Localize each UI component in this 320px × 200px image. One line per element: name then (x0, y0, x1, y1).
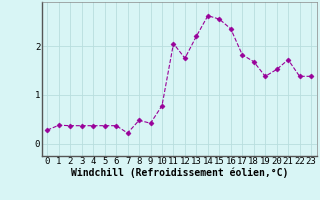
X-axis label: Windchill (Refroidissement éolien,°C): Windchill (Refroidissement éolien,°C) (70, 168, 288, 178)
